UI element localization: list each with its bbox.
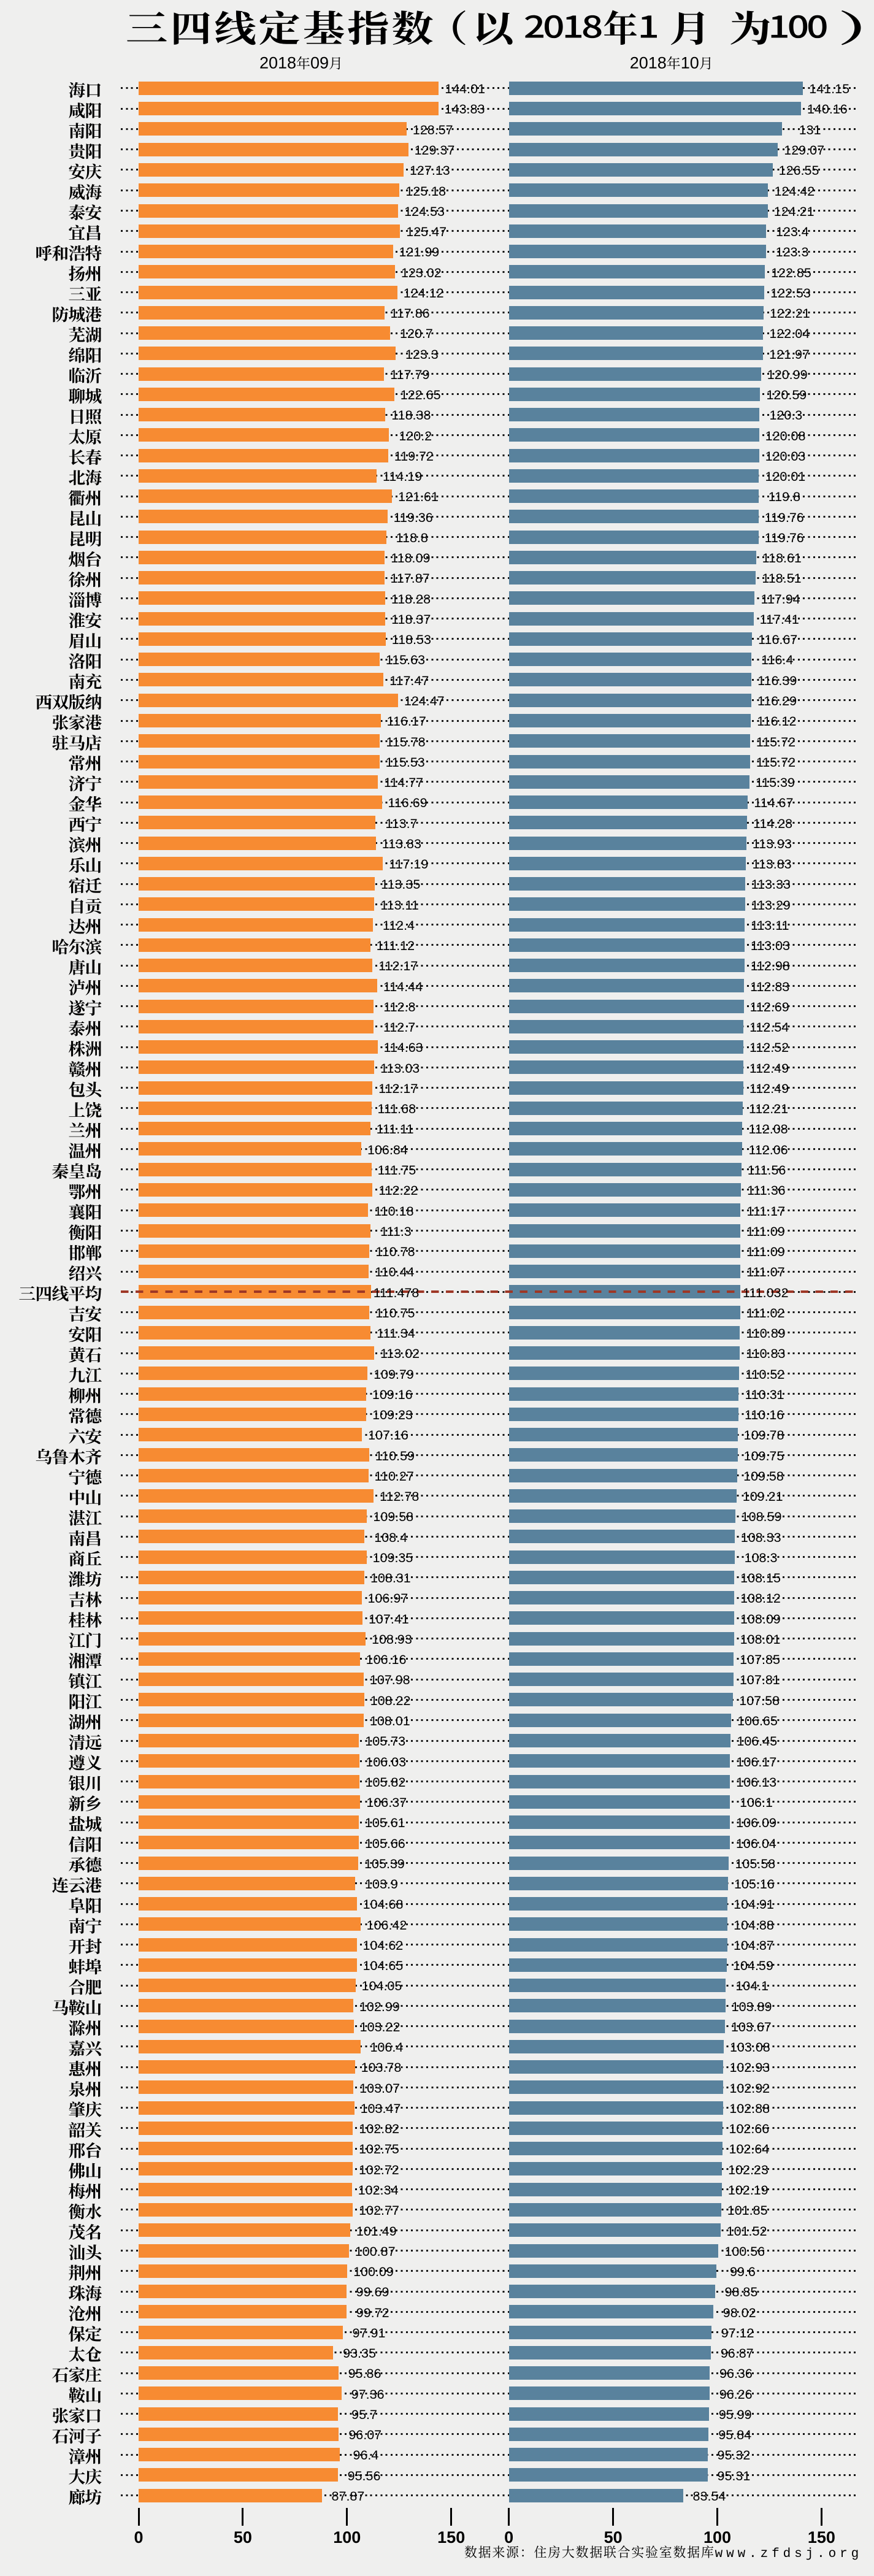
svg-text:www.zfdsj.org: www.zfdsj.org [715,2547,863,2561]
svg-text:09: 09 [310,54,329,72]
svg-text:2018: 2018 [259,54,296,72]
svg-text:10: 10 [681,54,699,72]
svg-text:2018: 2018 [630,54,667,72]
